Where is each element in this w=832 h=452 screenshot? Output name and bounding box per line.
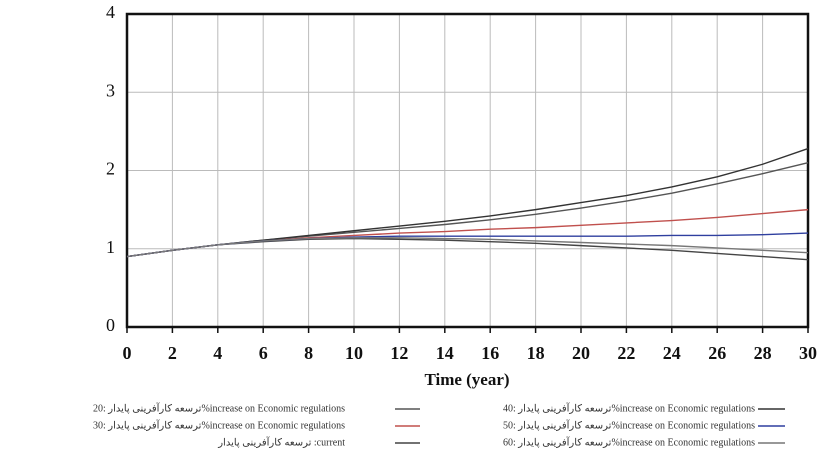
x-tick-label: 10 <box>345 343 363 363</box>
x-tick-label: 18 <box>527 343 545 363</box>
legend-label: ترسعه کارآفرینی پایدار :current <box>217 435 345 448</box>
legend-label: ترسعه کارآفرینی پایدار :40%increase on E… <box>503 401 755 414</box>
x-axis-label: Time (year) <box>424 370 509 389</box>
series-line <box>126 161 809 258</box>
legend-label: ترسعه کارآفرینی پایدار :20%increase on E… <box>93 401 345 414</box>
series-line <box>126 208 809 258</box>
x-tick-label: 4 <box>213 343 222 363</box>
x-tick-label: 28 <box>754 343 772 363</box>
x-tick-label: 14 <box>436 343 454 363</box>
series-line <box>126 237 809 258</box>
y-tick-label: 1 <box>106 237 115 257</box>
y-tick-label: 3 <box>106 80 115 100</box>
y-tick-label: 4 <box>106 2 115 22</box>
x-tick-label: 2 <box>168 343 177 363</box>
x-tick-label: 12 <box>390 343 408 363</box>
x-tick-label: 0 <box>123 343 132 363</box>
x-tick-label: 8 <box>304 343 313 363</box>
x-tick-label: 22 <box>617 343 635 363</box>
plot-frame <box>125 12 810 329</box>
x-tick-label: 20 <box>572 343 590 363</box>
legend-label: ترسعه کارآفرینی پایدار :60%increase on E… <box>503 435 755 448</box>
legend-label: ترسعه کارآفرینی پایدار :30%increase on E… <box>93 418 345 431</box>
x-tick-label: 26 <box>708 343 726 363</box>
legend-label: ترسعه کارآفرینی پایدار :50%increase on E… <box>503 418 755 431</box>
x-tick-label: 16 <box>481 343 499 363</box>
x-tick-label: 6 <box>259 343 268 363</box>
x-tick-label: 30 <box>799 343 817 363</box>
x-tick-label: 24 <box>663 343 681 363</box>
y-tick-label: 2 <box>106 159 115 179</box>
y-tick-label: 0 <box>106 315 115 335</box>
